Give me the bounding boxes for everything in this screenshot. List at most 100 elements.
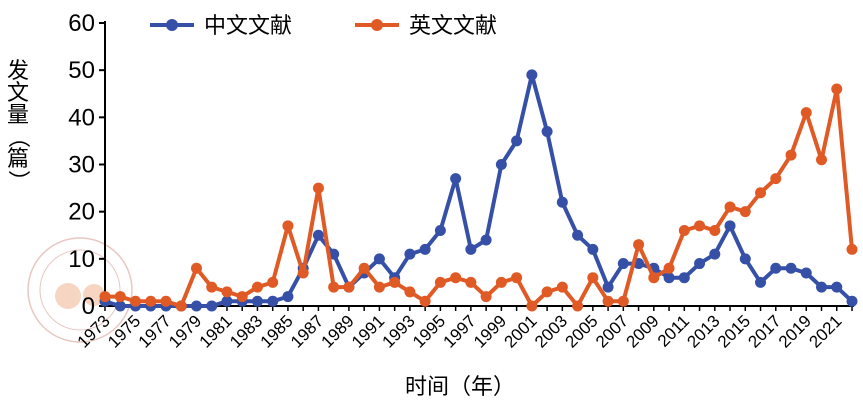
data-point [404, 248, 416, 260]
data-point [831, 83, 843, 95]
data-point [816, 154, 828, 166]
x-tick-label: 2013 [683, 311, 723, 351]
data-point [831, 281, 843, 293]
series-2 [99, 83, 858, 312]
x-tick-label: 1987 [287, 311, 327, 351]
y-tick-label: 30 [68, 152, 95, 179]
data-point [251, 295, 263, 307]
data-point [724, 220, 736, 232]
y-axis-title-char: 发 [7, 59, 29, 84]
x-tick-label: 1997 [440, 311, 480, 351]
data-point [556, 281, 568, 293]
data-point [602, 295, 614, 307]
data-point [297, 267, 309, 279]
data-point [755, 187, 767, 199]
data-point [267, 295, 279, 307]
data-point [419, 243, 431, 255]
data-point [800, 107, 812, 119]
data-point [572, 229, 584, 241]
data-point [495, 159, 507, 170]
x-tick-label: 2019 [775, 311, 815, 351]
data-point [419, 295, 431, 307]
x-tick-label: 1975 [104, 311, 144, 351]
x-tick-label: 2015 [714, 311, 754, 351]
x-axis: 1973197519771979198119831985198719891991… [74, 305, 854, 352]
legend-swatch-marker [371, 19, 383, 31]
data-point [709, 248, 721, 260]
x-tick-label: 1973 [74, 311, 114, 351]
series-line [105, 87, 854, 308]
data-point [480, 291, 492, 303]
data-point [617, 258, 629, 270]
data-point [541, 286, 553, 298]
data-point [190, 300, 202, 312]
data-point [251, 281, 263, 293]
data-point [694, 258, 706, 270]
data-point [206, 300, 218, 312]
x-tick-label: 2009 [622, 311, 662, 351]
data-point [450, 272, 462, 284]
y-tick-label: 0 [82, 293, 95, 320]
data-point [739, 253, 751, 265]
data-point [572, 300, 584, 312]
data-point [846, 243, 858, 255]
y-tick-label: 10 [68, 246, 95, 273]
data-point [389, 276, 401, 288]
x-axis-title: 时间（年） [405, 375, 515, 400]
chart-watermark [27, 237, 133, 343]
data-point [328, 281, 340, 293]
data-point [663, 262, 675, 274]
series-1 [99, 69, 858, 312]
data-point [114, 300, 126, 312]
data-point [770, 173, 782, 185]
data-point [99, 291, 111, 303]
x-tick-label: 1999 [470, 311, 510, 351]
data-point [206, 281, 218, 293]
series-line [104, 72, 854, 308]
data-point [694, 220, 706, 232]
y-tick-label: 50 [68, 57, 95, 84]
data-point [785, 149, 797, 161]
data-point [648, 272, 660, 284]
y-axis-title-char: （ [5, 126, 30, 148]
data-point [404, 286, 416, 298]
data-point [617, 295, 629, 307]
x-tick-label: 1989 [318, 311, 358, 351]
y-axis-title-char: 量 [7, 103, 29, 128]
x-tick-label: 1981 [196, 311, 236, 351]
y-tick-label: 40 [68, 104, 95, 131]
data-point [770, 262, 782, 274]
data-point [465, 276, 477, 288]
y-tick-label: 20 [68, 199, 95, 226]
data-point [190, 262, 202, 274]
data-point [709, 225, 721, 237]
x-tick-label: 2021 [805, 311, 845, 351]
data-point [450, 173, 462, 185]
data-point [434, 225, 446, 237]
data-point [312, 229, 324, 241]
data-point [526, 69, 538, 81]
x-tick-label: 1995 [409, 311, 449, 351]
data-point [755, 276, 767, 288]
data-point [511, 135, 523, 147]
data-point [511, 272, 523, 284]
data-point [587, 243, 599, 255]
x-tick-label: 1983 [226, 311, 266, 351]
x-tick-label: 1993 [379, 311, 419, 351]
data-point [358, 262, 370, 274]
data-point [145, 295, 157, 307]
x-tick-label: 1985 [257, 311, 297, 351]
data-point [267, 276, 279, 288]
data-point [221, 295, 233, 307]
y-axis-title: 发文量（篇） [5, 59, 30, 192]
data-point [175, 300, 187, 312]
data-point [541, 125, 553, 137]
data-point [556, 196, 568, 208]
data-point [465, 243, 477, 255]
y-tick-label: 60 [68, 10, 95, 37]
legend-label: 英文文献 [409, 14, 497, 39]
legend: 中文文献 英文文献 [150, 14, 497, 39]
data-point [495, 276, 507, 288]
data-point [221, 286, 233, 298]
